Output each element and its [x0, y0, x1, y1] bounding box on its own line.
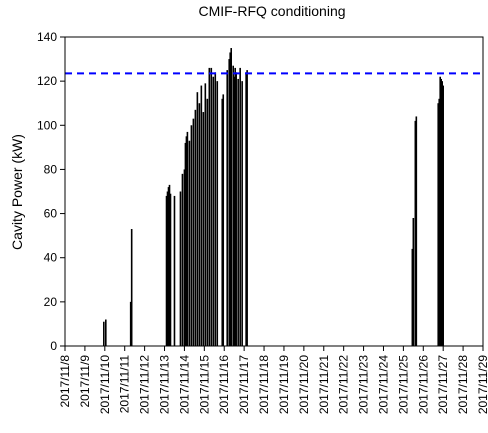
x-tick-label: 2017/11/15: [197, 355, 211, 414]
bar: [202, 112, 205, 347]
bar: [412, 217, 415, 346]
bar: [208, 67, 211, 347]
x-tick-label: 2017/11/22: [337, 355, 351, 414]
bar: [103, 321, 105, 346]
bar: [222, 94, 225, 346]
bar: [168, 184, 171, 346]
bar: [181, 173, 184, 346]
x-tick-label: 2017/11/14: [177, 355, 191, 414]
x-tick-label: 2017/11/28: [456, 355, 470, 414]
x-tick-label: 2017/11/10: [98, 355, 112, 414]
bar: [190, 125, 193, 347]
x-tick-label: 2017/11/13: [158, 355, 172, 414]
bar: [210, 67, 213, 347]
x-tick-label: 2017/11/11: [118, 355, 132, 414]
bar: [442, 85, 444, 347]
bar: [173, 195, 176, 346]
bar: [233, 76, 235, 346]
bar: [216, 81, 219, 347]
bar: [188, 140, 191, 346]
bar: [226, 70, 229, 346]
bar: [167, 187, 170, 346]
bar: [212, 76, 215, 346]
bar: [196, 92, 199, 346]
x-tick-label: 2017/11/16: [217, 355, 231, 414]
y-tick-label: 0: [50, 339, 57, 353]
x-tick-label: 2017/11/29: [476, 355, 488, 414]
bar: [183, 169, 186, 346]
bar: [186, 131, 189, 346]
bar: [194, 109, 197, 346]
plot-frame: [64, 36, 484, 347]
bar: [237, 78, 239, 346]
x-tick-label: 2017/11/18: [257, 355, 271, 414]
x-tick-label: 2017/11/23: [357, 355, 371, 414]
bar: [179, 191, 182, 346]
x-tick-label: 2017/11/19: [277, 355, 291, 414]
bar: [241, 81, 243, 347]
bar: [230, 48, 233, 347]
bar: [245, 72, 247, 347]
x-tick-label: 2017/11/20: [297, 355, 311, 414]
bar: [185, 136, 188, 346]
bar: [198, 103, 201, 346]
x-tick-label: 2017/11/24: [376, 355, 390, 414]
x-tick-label: 2017/11/27: [436, 355, 450, 414]
x-tick-label: 2017/11/9: [78, 355, 92, 408]
bar: [439, 76, 442, 346]
bar: [411, 248, 414, 346]
x-tick-label: 2017/11/25: [396, 355, 410, 414]
bar: [234, 67, 236, 347]
bar: [228, 59, 231, 346]
y-tick-label: 20: [44, 295, 58, 309]
bar: [206, 98, 209, 346]
x-tick-label: 2017/11/12: [138, 355, 152, 414]
y-tick-label: 100: [37, 118, 57, 132]
bar: [438, 98, 441, 346]
bar: [414, 120, 417, 346]
x-tick-label: 2017/11/21: [317, 355, 331, 414]
bar: [441, 81, 443, 347]
bar: [440, 78, 442, 346]
bar: [130, 229, 133, 346]
bar: [105, 319, 107, 346]
bar: [169, 193, 172, 346]
x-tick-label: 2017/11/8: [58, 355, 72, 408]
bar: [165, 195, 168, 346]
bar: [192, 118, 195, 347]
x-tick-label: 2017/11/26: [416, 355, 430, 414]
y-tick-label: 120: [37, 74, 57, 88]
bar: [246, 70, 248, 346]
bar: [415, 116, 418, 346]
y-tick-label: 60: [44, 207, 58, 221]
bar: [239, 67, 241, 347]
bar: [232, 65, 234, 346]
bar: [235, 72, 237, 347]
bar: [221, 98, 224, 346]
bar: [229, 52, 232, 346]
y-tick-label: 140: [37, 30, 57, 44]
bar: [200, 85, 203, 347]
bar: [204, 83, 207, 346]
bar: [214, 72, 217, 347]
y-tick-label: 80: [44, 162, 58, 176]
x-tick-label: 2017/11/17: [237, 355, 251, 414]
bar: [437, 103, 440, 346]
y-axis-label: Cavity Power (kW): [9, 134, 25, 250]
bar: [166, 191, 169, 346]
bar: [184, 142, 187, 346]
chart-title: CMIF-RFQ conditioning: [198, 3, 345, 19]
bar: [129, 301, 132, 346]
y-tick-label: 40: [44, 251, 58, 265]
